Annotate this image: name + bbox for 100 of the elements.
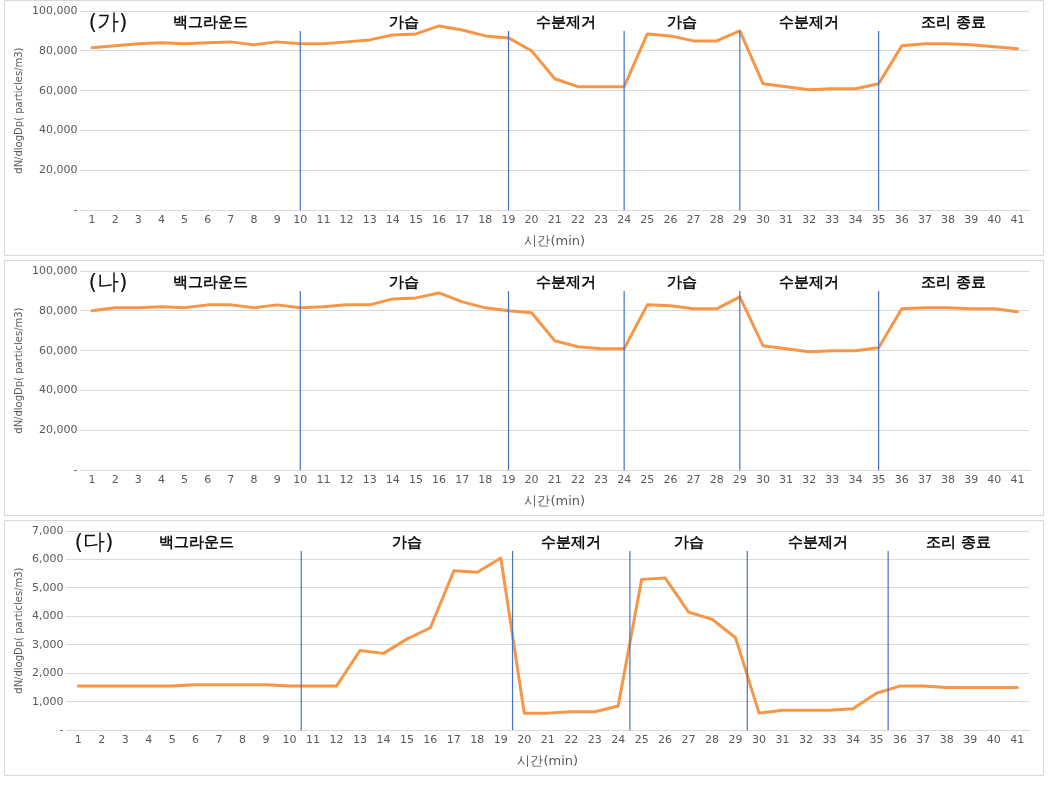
annotation: 가습 (391, 532, 422, 551)
x-tick-label: 23 (587, 732, 602, 746)
x-tick-label: 4 (145, 732, 153, 746)
x-tick-label: 14 (385, 212, 400, 226)
x-tick-label: 6 (192, 732, 200, 746)
x-tick-label: 18 (470, 732, 485, 746)
x-tick-label: 13 (352, 732, 367, 746)
y-axis-title: dN/dlogDp( particles/m3) (12, 47, 24, 174)
x-tick-label: 40 (986, 732, 1001, 746)
x-tick-label: 35 (871, 212, 886, 226)
x-tick-label: 41 (1010, 472, 1025, 486)
x-tick-label: 22 (570, 472, 585, 486)
x-tick-label: 4 (157, 472, 165, 486)
x-tick-label: 29 (732, 472, 747, 486)
x-tick-label: 9 (262, 732, 270, 746)
x-tick-label: 25 (640, 212, 655, 226)
x-tick-label: 8 (239, 732, 247, 746)
x-tick-label: 11 (316, 212, 331, 226)
y-tick-label: 60,000 (38, 343, 78, 357)
y-axis-title: dN/dlogDp( particles/m3) (12, 567, 24, 694)
annotation: 조리 종료 (921, 12, 987, 31)
x-tick-label: 40 (987, 212, 1002, 226)
y-tick-label: 80,000 (38, 43, 78, 57)
x-tick-label: 36 (894, 212, 909, 226)
x-tick-label: 33 (825, 212, 840, 226)
x-tick-label: 12 (329, 732, 344, 746)
x-tick-label: 10 (293, 472, 308, 486)
x-tick-label: 28 (705, 732, 720, 746)
x-tick-label: 32 (802, 472, 817, 486)
x-tick-label: 24 (617, 472, 632, 486)
x-tick-label: 11 (316, 472, 331, 486)
x-tick-label: 34 (848, 472, 863, 486)
annotation: 수분제거 (779, 12, 840, 31)
y-tick-label: - (73, 203, 78, 217)
x-tick-label: 6 (204, 472, 212, 486)
x-tick-label: 13 (362, 212, 377, 226)
y-tick-label: 40,000 (38, 123, 78, 137)
x-tick-label: 28 (709, 472, 724, 486)
x-tick-label: 37 (917, 472, 932, 486)
x-axis-title: 시간(min) (524, 492, 586, 508)
y-tick-label: 5,000 (31, 580, 64, 594)
x-tick-label: 13 (362, 472, 377, 486)
y-tick-label: 80,000 (38, 303, 78, 317)
x-tick-label: 34 (845, 732, 860, 746)
x-tick-label: 37 (917, 212, 932, 226)
x-tick-label: 15 (408, 212, 423, 226)
y-tick-label: 20,000 (38, 163, 78, 177)
x-tick-label: 7 (215, 732, 223, 746)
y-tick-label: 20,000 (38, 423, 78, 437)
x-axis-title: 시간(min) (517, 752, 579, 768)
x-tick-label: 5 (181, 472, 189, 486)
x-tick-label: 4 (157, 212, 165, 226)
annotation: 수분제거 (536, 272, 597, 291)
x-tick-label: 24 (617, 212, 632, 226)
chart-title: (가) (88, 8, 128, 34)
x-tick-label: 32 (802, 212, 817, 226)
annotation: 가습 (673, 532, 704, 551)
x-tick-label: 15 (408, 472, 423, 486)
x-tick-label: 26 (663, 212, 678, 226)
x-tick-label: 19 (493, 732, 508, 746)
x-tick-label: 11 (305, 732, 320, 746)
x-tick-label: 2 (111, 212, 119, 226)
x-tick-label: 23 (594, 472, 609, 486)
x-tick-label: 1 (74, 732, 82, 746)
x-tick-label: 25 (640, 472, 655, 486)
x-tick-label: 17 (455, 472, 470, 486)
x-tick-label: 16 (432, 472, 447, 486)
x-tick-label: 12 (339, 212, 354, 226)
y-tick-label: 40,000 (38, 383, 78, 397)
y-tick-label: 100,000 (31, 263, 78, 277)
x-tick-label: 31 (779, 472, 794, 486)
annotation: 조리 종료 (925, 532, 992, 551)
x-tick-label: 19 (501, 472, 516, 486)
x-tick-label: 39 (964, 212, 979, 226)
x-tick-label: 29 (728, 732, 743, 746)
x-tick-label: 31 (775, 732, 790, 746)
x-tick-label: 7 (227, 472, 235, 486)
annotation: 수분제거 (787, 532, 848, 551)
x-tick-label: 38 (941, 212, 956, 226)
x-tick-label: 5 (168, 732, 176, 746)
x-tick-label: 2 (98, 732, 106, 746)
chart-title: (다) (74, 528, 114, 554)
x-tick-label: 33 (825, 472, 840, 486)
x-tick-label: 16 (423, 732, 438, 746)
annotation: 가습 (666, 272, 697, 291)
x-tick-label: 35 (871, 472, 886, 486)
x-tick-label: 17 (455, 212, 470, 226)
x-tick-label: 12 (339, 472, 354, 486)
y-tick-label: 1,000 (31, 694, 64, 708)
x-tick-label: 9 (273, 472, 281, 486)
x-tick-label: 18 (478, 472, 493, 486)
x-tick-label: 36 (894, 472, 909, 486)
x-tick-label: 34 (848, 212, 863, 226)
x-tick-label: 38 (941, 472, 956, 486)
x-tick-label: 5 (181, 212, 189, 226)
x-tick-label: 37 (916, 732, 931, 746)
annotation: 가습 (666, 12, 697, 31)
x-tick-label: 33 (822, 732, 837, 746)
x-tick-label: 35 (869, 732, 884, 746)
x-tick-label: 1 (88, 212, 96, 226)
